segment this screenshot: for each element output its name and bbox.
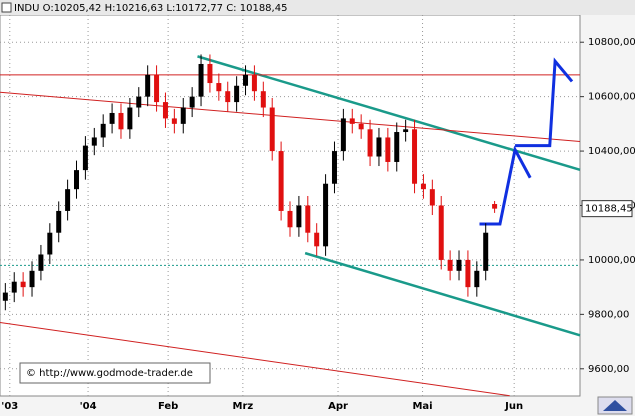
candle-body <box>251 74 257 92</box>
candle-body <box>429 189 435 206</box>
candle-body <box>198 63 204 97</box>
candle-body <box>180 107 186 124</box>
y-tick-label: 9600,00 <box>588 364 629 375</box>
last-value-box <box>581 200 633 218</box>
x-tick-label: Mrz <box>233 401 254 412</box>
candle-body <box>465 259 471 288</box>
header-bar <box>0 0 635 15</box>
x-tick-label: Jun <box>504 401 523 412</box>
candle-body <box>207 63 213 84</box>
x-tick-label: Apr <box>328 401 348 412</box>
candle-body <box>216 83 222 92</box>
candle-body <box>420 183 426 190</box>
x-tick-label: '03 <box>1 401 18 412</box>
candle-body <box>358 123 364 130</box>
x-tick-label: '04 <box>80 401 97 412</box>
candle-body <box>305 205 311 233</box>
candle-body <box>349 118 355 124</box>
candle-body <box>118 112 124 130</box>
candle-body <box>225 91 231 103</box>
candle-body <box>109 112 115 124</box>
candle-body <box>171 118 177 124</box>
y-tick-label: 10800,00 <box>588 37 635 48</box>
candle-body <box>367 129 373 157</box>
candle-body <box>340 118 346 152</box>
y-tick-label: 10000,00 <box>588 255 635 266</box>
candle-body <box>154 74 160 103</box>
candle-body <box>394 132 400 162</box>
candle-body <box>331 151 337 184</box>
candle-body <box>260 91 266 108</box>
candle-body <box>447 259 453 271</box>
candle-body <box>82 145 88 171</box>
annotation-box <box>19 362 211 384</box>
last-value-label: 10188,45 <box>585 204 633 215</box>
candle-body <box>243 74 249 86</box>
candle-body <box>47 232 53 255</box>
candle-body <box>296 205 302 228</box>
x-tick-label: Feb <box>158 401 178 412</box>
candle-body <box>162 102 168 119</box>
candle-body <box>403 129 409 133</box>
y-tick-label: 10600,00 <box>588 92 635 103</box>
candle-body <box>100 123 106 138</box>
candle-body <box>278 151 284 211</box>
candle-body <box>2 292 8 301</box>
y-tick-label: 10400,00 <box>588 146 635 157</box>
candle-body <box>74 170 80 190</box>
y-tick-label: 9800,00 <box>588 309 629 320</box>
candle-body <box>20 281 26 288</box>
candle-body <box>269 107 275 152</box>
candle-body <box>438 205 444 260</box>
candle-body <box>91 137 97 146</box>
trend-line <box>0 322 510 397</box>
candle-body <box>136 96 142 108</box>
trend-line <box>479 145 532 226</box>
candle-body <box>29 270 35 288</box>
x-tick-label: Mai <box>412 401 432 412</box>
window-icon <box>1 2 12 13</box>
candle-body <box>189 96 195 108</box>
candle-body <box>385 137 391 162</box>
candle-body <box>145 74 151 97</box>
corner-icon-glyph <box>603 400 627 411</box>
candle-body <box>65 189 71 211</box>
candle-body <box>234 85 240 103</box>
candle-body <box>56 210 62 233</box>
candle-body <box>456 259 462 271</box>
candle-body <box>127 107 133 130</box>
trend-line <box>515 57 574 148</box>
candle-body <box>323 183 329 247</box>
candle-body <box>412 129 418 184</box>
trend-line <box>0 91 581 143</box>
annotation: © http://www.godmode-trader.de <box>26 368 193 379</box>
trend-line <box>304 251 581 337</box>
candle-body <box>314 232 320 247</box>
candle-body <box>376 137 382 157</box>
candle-body <box>38 254 44 271</box>
candle-body <box>474 270 480 288</box>
chart-title: INDU O:10205,42 H:10216,63 L:10172,77 C:… <box>14 3 287 14</box>
candle-body <box>287 210 293 228</box>
candle-body <box>492 204 498 209</box>
candle-body <box>11 281 17 293</box>
candle-body <box>483 232 489 271</box>
